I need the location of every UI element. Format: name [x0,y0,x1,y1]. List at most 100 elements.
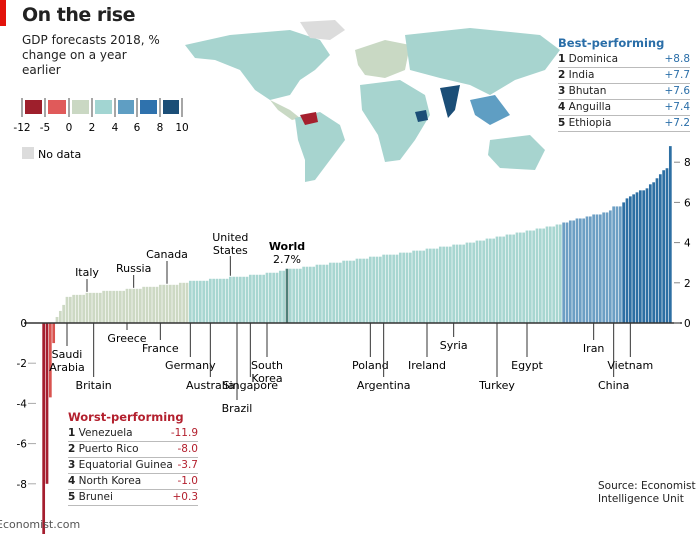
growth-value: -8.0 [177,443,199,455]
legend-swatch [95,100,112,114]
map-greenland [300,20,345,40]
bar [475,240,479,323]
bar [665,168,669,323]
chart-subtitle: GDP forecasts 2018, % change on a year e… [22,33,160,77]
bar [602,212,606,323]
bar [535,228,539,323]
bar [115,290,119,323]
bar [202,280,206,323]
legend-swatch [72,100,89,114]
bar [652,182,656,323]
annotation-label: Poland [352,359,389,372]
map-ethiopia [415,110,428,122]
growth-value: -3.7 [177,459,199,471]
country: Puerto Rico [78,443,139,455]
bar [185,282,189,323]
bar [422,250,426,323]
bar [338,262,342,323]
bar [118,290,122,323]
bar [292,268,296,323]
bar [175,284,179,323]
bar [218,278,222,323]
bar [242,276,246,323]
country-name: 4 North Korea [68,474,141,489]
legend-swatch [25,100,42,114]
bar [178,282,182,323]
bar [182,282,186,323]
growth-value: +0.3 [172,491,199,503]
bar [568,220,572,323]
bar [428,248,432,323]
bar [378,256,382,323]
map-south-america [295,112,345,182]
bar [558,224,562,323]
annotation-label: Germany [165,359,216,372]
bar [408,252,412,323]
worst-row: 2 Puerto Rico -8.0 [68,442,198,458]
bar [92,292,96,323]
bar [485,238,489,323]
bar [612,206,616,323]
bar [548,226,552,323]
bar [238,276,242,323]
bar [648,184,652,323]
bar [658,174,662,323]
annotations: Saudi Arabia Italy Britain Greece Russia Franc… [49,231,653,415]
bar [142,286,146,323]
bar [628,196,632,323]
bar [645,188,649,323]
annotation-label: Canada [146,248,188,261]
worst-row: 5 Brunei +0.3 [68,490,198,506]
map-venezuela [300,112,318,125]
bar [595,214,599,323]
bar [322,264,326,323]
bar [272,272,276,323]
growth-value: -1.0 [177,475,199,487]
bar [312,266,316,323]
country: India [568,69,595,81]
map-india [440,85,460,118]
best-row: 5 Ethiopia +7.2 [558,116,690,132]
bar [68,296,72,323]
bar [638,190,642,323]
legend-tick-label: 8 [157,122,164,134]
bar [205,280,209,323]
worst-row: 4 North Korea -1.0 [68,474,198,490]
world-map [185,20,560,182]
annotation-label: South Korea [251,359,283,385]
bar [208,278,212,323]
growth-value: -11.9 [170,427,198,439]
bar [632,194,636,323]
annotation-label: Singapore [223,379,279,392]
bar [522,232,526,323]
bar [478,240,482,323]
bar [598,214,602,323]
bar [295,268,299,323]
world-label: World [269,240,305,253]
bar [505,234,509,323]
right-axis-label: 2 [684,278,691,290]
bar [232,276,236,323]
best-row: 4 Anguilla +7.4 [558,100,690,116]
bar [302,266,306,323]
growth-value: +7.4 [664,101,691,113]
rank: 1 [68,427,76,439]
best-title: Best-performing [558,36,665,50]
right-axis-label: 4 [684,238,691,250]
bar [432,248,436,323]
country: Anguilla [568,101,611,113]
bar [358,258,362,323]
bar [438,246,442,323]
label-line: States [213,244,248,257]
bar [318,264,322,323]
bar [138,288,142,323]
legend-tick-label: -12 [13,122,30,134]
bar [575,218,579,323]
bar [588,216,592,323]
bar [215,278,219,323]
bar [435,248,439,323]
annotation-label: China [598,379,629,392]
bar [388,254,392,323]
bar [55,316,59,323]
